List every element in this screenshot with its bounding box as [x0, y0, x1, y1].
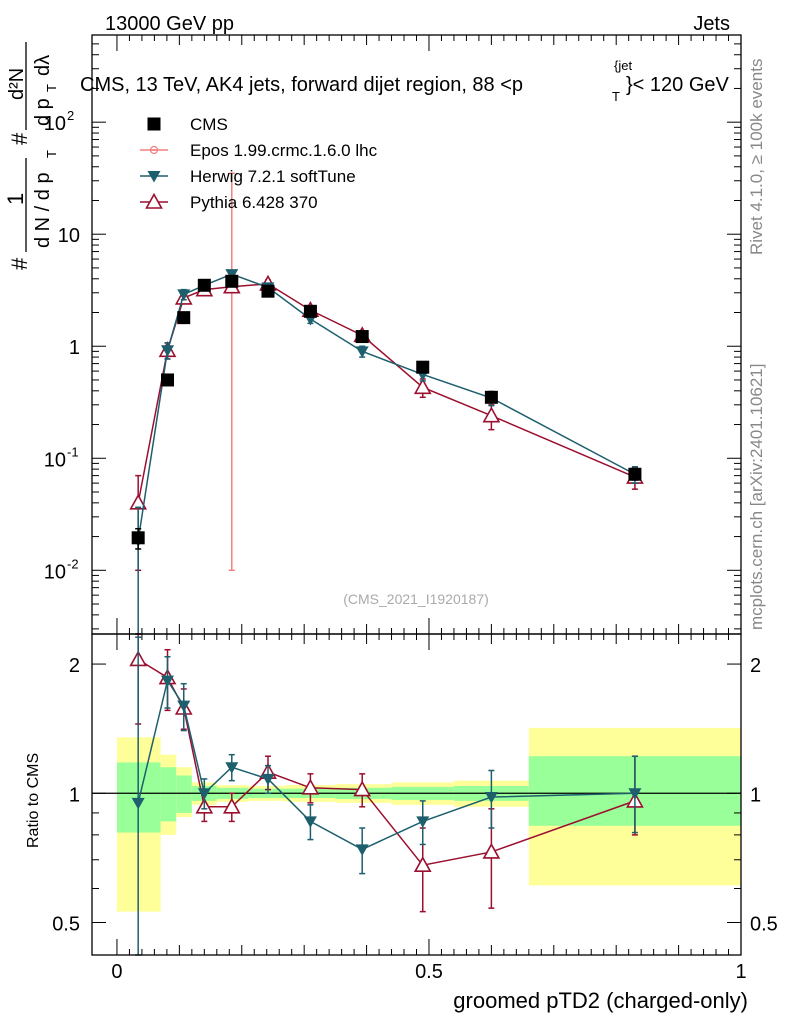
ylabel-sub1: T	[44, 150, 59, 158]
main-y-tick-exponent: 2	[67, 108, 74, 123]
cms-point	[225, 274, 239, 288]
cms-point	[355, 330, 369, 344]
cms-point	[161, 373, 175, 387]
cms-point	[484, 390, 498, 404]
legend-marker-o	[149, 145, 159, 155]
x-tick-label: 1	[735, 961, 746, 983]
legend-marker	[149, 145, 159, 155]
herwig-ratio-point	[131, 797, 145, 810]
legend-label: CMS	[190, 115, 228, 134]
pythia-ratio-point	[301, 778, 320, 795]
series-cms	[131, 274, 642, 550]
ratio-y-tick-label-right: 1	[750, 784, 761, 806]
legend-label: Pythia 6.428 370	[190, 193, 318, 212]
band-inner-bin	[176, 775, 192, 813]
herwig-ratio-point	[355, 844, 369, 856]
pythia-ratio-point	[353, 780, 372, 797]
herwig-ratio-point	[628, 788, 642, 800]
series-pythia	[129, 274, 644, 572]
cms-point	[628, 467, 642, 481]
band-inner-bin	[160, 767, 177, 822]
main-y-tick-exponent: -2	[67, 556, 79, 571]
legend-marker	[145, 192, 163, 209]
herwig-point	[161, 345, 175, 357]
herwig-ratio-point	[484, 792, 498, 804]
cms-point	[177, 311, 191, 325]
cms-point	[303, 304, 317, 318]
main-y-tick-label: 10	[44, 113, 66, 135]
pythia-point	[413, 378, 432, 395]
ratio-plot	[92, 633, 741, 956]
herwig-ratio-point	[161, 675, 175, 688]
herwig-ratio-point	[225, 762, 239, 774]
herwig-ratio-point	[197, 788, 211, 800]
legend: CMS Epos 1.99.crmc.1.6.0 lhc Herwig 7.2.1 …	[140, 115, 378, 212]
mcplots-label: mcplots.cern.ch [arXiv:2401.10621]	[747, 364, 766, 630]
cms-point	[131, 531, 145, 545]
legend-label: Herwig 7.2.1 softTune	[190, 167, 356, 186]
herwig-point	[177, 289, 191, 301]
title-sub: T	[612, 89, 620, 104]
ratio-y-tick-label-right: 2	[750, 655, 761, 677]
main-y-tick-exponent: -1	[67, 444, 79, 459]
series-herwig	[131, 269, 642, 635]
main-y-axis-label: # 1 d N / d p T # d²N d p T dλ	[3, 42, 59, 270]
ylabel-num2: d²N	[6, 68, 28, 100]
main-y-tick-label: 10	[44, 561, 66, 583]
analysis-watermark: (CMS_2021_I1920187)	[343, 591, 489, 607]
pythia-ratio-point	[482, 842, 501, 859]
herwig-point	[355, 346, 369, 358]
ylabel-den2: d p	[32, 98, 54, 126]
ratio-y-tick-label: 1	[69, 784, 80, 806]
pythia-ratio-point	[413, 856, 432, 872]
legend-marker	[147, 171, 161, 183]
cms-point	[416, 360, 430, 374]
ratio-series-herwig	[131, 636, 642, 956]
ratio-y-tick-label-right: 0.5	[750, 913, 778, 935]
ratio-y-axis-label: Ratio to CMS	[25, 753, 42, 848]
legend-label: Epos 1.99.crmc.1.6.0 lhc	[190, 141, 378, 160]
legend-marker	[147, 117, 161, 131]
header-energy: 13000 GeV pp	[105, 13, 234, 35]
pythia-line	[137, 283, 636, 503]
pythia-point	[482, 406, 501, 423]
main-plot	[129, 172, 644, 635]
title-sup: {jet	[614, 58, 632, 73]
x-axis-label: groomed pTD2 (charged-only)	[453, 988, 748, 1013]
legend-item-epos: Epos 1.99.crmc.1.6.0 lhc	[140, 141, 378, 160]
chart-title: CMS, 13 TeV, AK4 jets, forward dijet reg…	[80, 58, 730, 104]
series-epos	[227, 172, 236, 572]
cms-point	[261, 284, 275, 298]
x-tick-label: 0	[111, 961, 122, 983]
herwig-ratio-point	[416, 816, 430, 828]
main-y-tick-label: 10	[58, 225, 80, 247]
legend-item-pythia: Pythia 6.428 370	[140, 192, 318, 212]
ylabel-hash-2: #	[7, 132, 32, 145]
ylabel-sub2: T	[44, 84, 59, 92]
main-y-tick-label: 1	[69, 337, 80, 359]
ylabel-den1: d N / d p	[32, 172, 54, 248]
main-y-tick-label: 10	[44, 449, 66, 471]
ylabel-one: 1	[3, 193, 28, 205]
ylabel-hash-1: #	[7, 257, 32, 270]
herwig-ratio-point	[303, 816, 317, 828]
x-tick-label: 0.5	[415, 961, 443, 983]
cms-point	[197, 278, 211, 292]
ratio-y-tick-label: 0.5	[52, 913, 80, 935]
pythia-ratio-point	[222, 797, 241, 814]
ratio-y-tick-label: 2	[69, 655, 80, 677]
legend-item-herwig: Herwig 7.2.1 softTune	[140, 167, 356, 186]
title-main: CMS, 13 TeV, AK4 jets, forward dijet reg…	[80, 74, 523, 96]
legend-item-cms: CMS	[147, 115, 228, 134]
ylabel-den2b: dλ	[32, 55, 54, 76]
rivet-label: Rivet 4.1.0, ≥ 100k events	[747, 59, 766, 255]
title-rest: }< 120 GeV	[626, 74, 730, 96]
herwig-ratio-point	[177, 700, 191, 713]
herwig-ratio-point	[261, 773, 275, 786]
herwig-line	[137, 273, 636, 541]
header-jets: Jets	[693, 13, 730, 35]
